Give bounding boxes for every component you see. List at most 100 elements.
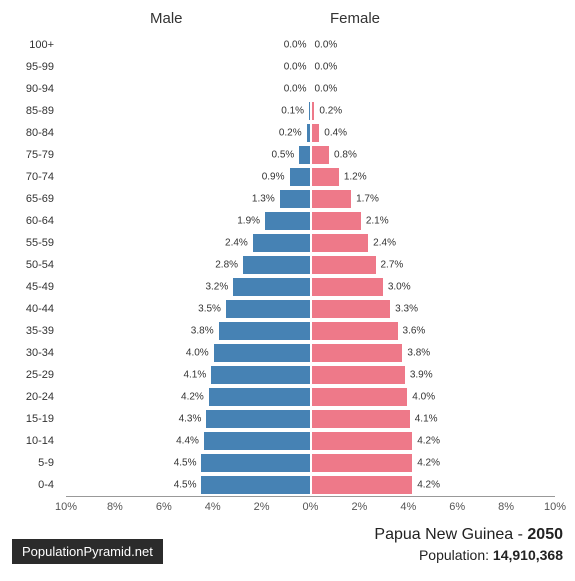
male-value: 4.5% (174, 458, 197, 469)
male-bar (218, 321, 311, 341)
pyramid-row: 0-44.5%4.2% (10, 474, 565, 496)
female-bar (311, 409, 411, 429)
bar-area: 4.3% 4.1% (66, 409, 555, 429)
projection-year: 2050 (527, 526, 563, 543)
male-header: Male (150, 10, 183, 27)
pyramid-row: 75-790.5%0.8% (10, 144, 565, 166)
female-value: 3.3% (395, 304, 418, 315)
female-value: 3.0% (388, 282, 411, 293)
pyramid-chart: Male Female 100+0.0%0.0%95-990.0%0.0%90-… (0, 0, 575, 518)
age-label: 95-99 (10, 61, 60, 73)
age-label: 15-19 (10, 413, 60, 425)
pyramid-row: 95-99 0.0% 0.0% (10, 56, 565, 78)
bar-area: 0.9% 1.2% (66, 167, 555, 187)
pyramid-row: 60-641.9%2.1% (10, 210, 565, 232)
bar-area: 4.5%4.2% (66, 453, 555, 473)
male-bar (279, 189, 311, 209)
female-value: 0.2% (319, 106, 342, 117)
x-tick: 8% (498, 501, 514, 513)
female-value: 1.2% (344, 172, 367, 183)
pyramid-row: 50-542.8%2.7% (10, 254, 565, 276)
pyramid-row: 70-740.9%1.2% (10, 166, 565, 188)
male-value: 1.3% (252, 194, 275, 205)
age-label: 40-44 (10, 303, 60, 315)
age-label: 100+ (10, 39, 60, 51)
x-tick: 6% (449, 501, 465, 513)
male-value: 0.5% (271, 150, 294, 161)
male-value: 4.5% (174, 480, 197, 491)
female-bar (311, 343, 404, 363)
source-badge[interactable]: PopulationPyramid.net (12, 539, 163, 564)
female-value: 4.1% (415, 414, 438, 425)
male-bar (225, 299, 311, 319)
x-tick: 10% (544, 501, 566, 513)
x-axis: 10%8%6%4%2%0%2%4%6%8%10% (66, 496, 555, 518)
female-bar (311, 211, 362, 231)
female-bar (311, 189, 353, 209)
female-bar (311, 431, 414, 451)
bar-area: 3.5%3.3% (66, 299, 555, 319)
chart-headers: Male Female (10, 10, 565, 34)
male-bar (205, 409, 310, 429)
pyramid-row: 40-44 3.5%3.3% (10, 298, 565, 320)
male-bar (298, 145, 310, 165)
female-value: 3.9% (410, 370, 433, 381)
x-tick: 6% (156, 501, 172, 513)
age-label: 55-59 (10, 237, 60, 249)
x-tick: 8% (107, 501, 123, 513)
age-label: 85-89 (10, 105, 60, 117)
male-bar (264, 211, 310, 231)
pyramid-row: 30-34 4.0% 3.8% (10, 342, 565, 364)
male-value: 0.9% (262, 172, 285, 183)
pyramid-row: 85-890.1%0.2% (10, 100, 565, 122)
male-value: 0.2% (279, 128, 302, 139)
female-bar (311, 365, 406, 385)
age-label: 45-49 (10, 281, 60, 293)
female-bar (311, 101, 316, 121)
pyramid-row: 5-9 4.5%4.2% (10, 452, 565, 474)
bar-area: 2.4%2.4% (66, 233, 555, 253)
age-label: 0-4 (10, 479, 60, 491)
age-label: 25-29 (10, 369, 60, 381)
x-tick: 2% (254, 501, 270, 513)
male-bar (200, 453, 310, 473)
male-value: 2.4% (225, 238, 248, 249)
pyramid-row: 65-691.3%1.7% (10, 188, 565, 210)
pyramid-row: 25-294.1%3.9% (10, 364, 565, 386)
age-label: 5-9 (10, 457, 60, 469)
bar-area: 0.0%0.0% (66, 79, 555, 99)
bar-area: 0.5%0.8% (66, 145, 555, 165)
female-value: 0.4% (324, 128, 347, 139)
male-value: 0.0% (284, 62, 307, 73)
male-bar (200, 475, 310, 495)
age-label: 35-39 (10, 325, 60, 337)
age-label: 80-84 (10, 127, 60, 139)
female-value: 4.2% (417, 436, 440, 447)
female-bar (311, 255, 377, 275)
female-value: 1.7% (356, 194, 379, 205)
population-label: Population: (419, 547, 489, 563)
male-value: 4.3% (179, 414, 202, 425)
male-bar (208, 387, 311, 407)
age-label: 30-34 (10, 347, 60, 359)
female-value: 3.8% (407, 348, 430, 359)
female-bar (311, 387, 409, 407)
bar-area: 1.9%2.1% (66, 211, 555, 231)
female-bar (311, 321, 399, 341)
x-tick: 4% (400, 501, 416, 513)
x-tick: 2% (351, 501, 367, 513)
pyramid-row: 15-19 4.3% 4.1% (10, 408, 565, 430)
bar-area: 1.3% 1.7% (66, 189, 555, 209)
female-value: 0.0% (315, 62, 338, 73)
population-line: Population: 14,910,368 (374, 546, 563, 565)
male-value: 3.8% (191, 326, 214, 337)
male-bar (210, 365, 310, 385)
male-bar (252, 233, 311, 253)
age-label: 10-14 (10, 435, 60, 447)
female-bar (311, 475, 414, 495)
female-bar (311, 123, 321, 143)
female-bar (311, 299, 392, 319)
female-header: Female (330, 10, 380, 27)
male-value: 4.0% (186, 348, 209, 359)
bar-area: 4.2%4.0% (66, 387, 555, 407)
